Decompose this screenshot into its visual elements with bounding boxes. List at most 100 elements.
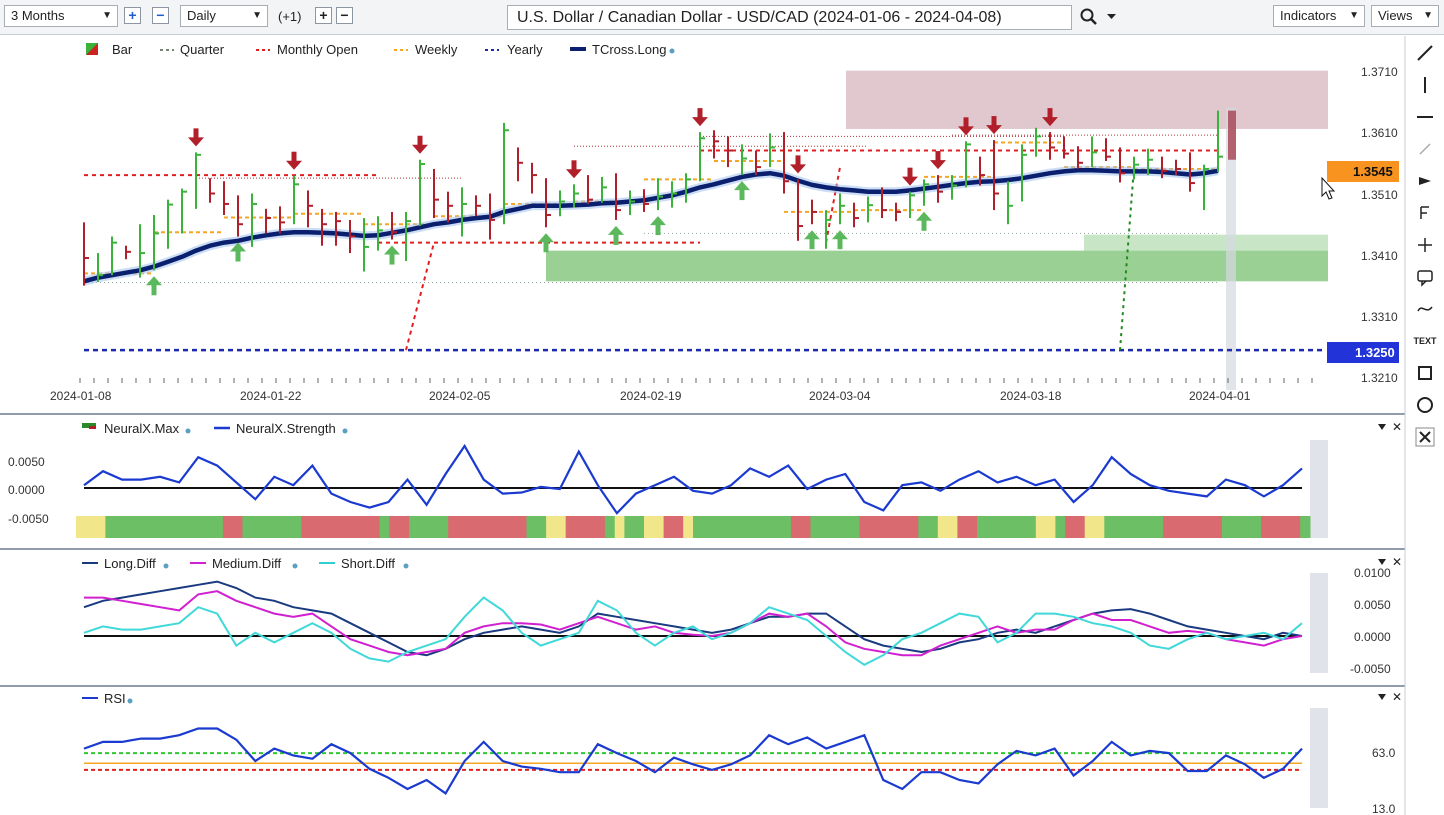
diff-y-axis: 0.0100 0.0050 0.0000 -0.0050: [1350, 566, 1391, 676]
sell-arrow-head: [692, 117, 708, 127]
buy-signal-arrow: [734, 181, 750, 201]
views-menu[interactable]: Views ▼: [1371, 5, 1439, 27]
rsi-y-axis: 63.0 13.0: [1372, 746, 1396, 815]
neuralx-signal-segment: [1163, 516, 1223, 538]
period-select[interactable]: 3 Months ▼: [4, 5, 118, 27]
indicators-menu[interactable]: Indicators ▼: [1273, 5, 1365, 27]
buy-signal-arrow: [804, 230, 820, 250]
horizontal-line-tool[interactable]: [1412, 104, 1438, 130]
y-tick: 1.3410: [1361, 249, 1398, 263]
sell-signal-arrow: [790, 155, 806, 174]
collapse-panel-icon[interactable]: [1378, 424, 1386, 430]
diff-bg: [76, 573, 1328, 673]
speech-bubble-icon: [1417, 270, 1433, 287]
ellipse-tool[interactable]: [1412, 392, 1438, 418]
views-label: Views: [1378, 8, 1413, 23]
bar-legend-swatch-red: [86, 43, 98, 55]
sell-arrow-shaft: [571, 160, 577, 171]
text-tool[interactable]: TEXT: [1412, 328, 1438, 354]
neuralx-forecast-band: [1310, 440, 1328, 538]
x-tick: 2024-02-05: [429, 389, 491, 403]
trend-line-tool[interactable]: [1412, 40, 1438, 66]
callout-tool[interactable]: [1412, 264, 1438, 290]
y-tick: 0.0050: [1354, 598, 1391, 612]
y-tick: 0.0000: [1354, 630, 1391, 644]
collapse-panel-icon[interactable]: [1378, 694, 1386, 700]
interval-select[interactable]: Daily ▼: [180, 5, 268, 27]
buy-arrow-shaft: [655, 224, 661, 236]
buy-signal-arrow: [384, 245, 400, 265]
sell-arrow-shaft: [417, 135, 423, 146]
monthly-open-connector: [405, 242, 435, 351]
buy-arrow-head: [804, 230, 820, 240]
date-x-axis: 2024-01-08 2024-01-22 2024-02-05 2024-02…: [50, 389, 1251, 403]
resistance-zone: [846, 70, 1328, 129]
y-tick: 1.3310: [1361, 310, 1398, 324]
add-offset-button[interactable]: +: [315, 7, 332, 24]
zoom-in-button[interactable]: +: [124, 7, 141, 24]
neuralx-max-swatch-red: [89, 426, 96, 429]
settings-dot-icon[interactable]: [342, 428, 348, 434]
close-panel-icon[interactable]: ✕: [1392, 690, 1402, 704]
fibonacci-tool[interactable]: [1412, 200, 1438, 226]
remove-offset-button[interactable]: −: [336, 7, 353, 24]
buy-arrow-shaft: [921, 219, 927, 231]
yearly-price-badge: [1327, 342, 1399, 363]
neuralx-signal-segment: [957, 516, 978, 538]
search-button[interactable]: [1079, 6, 1119, 28]
curve-icon: [1417, 306, 1433, 312]
delete-drawings-tool[interactable]: [1412, 424, 1438, 450]
neuralx-signal-segment: [859, 516, 919, 538]
buy-arrow-shaft: [809, 238, 815, 250]
rsi-legend: RSI: [82, 691, 133, 706]
legend-monthly-open: Monthly Open: [277, 42, 358, 57]
rectangle-tool[interactable]: [1412, 360, 1438, 386]
neuralx-signal-segment: [448, 516, 527, 538]
settings-dot-icon[interactable]: [292, 563, 298, 569]
price-y-axis: 1.3710 1.3610 1.3510 1.3410 1.3310 1.321…: [1361, 65, 1398, 385]
curve-tool[interactable]: [1412, 296, 1438, 322]
settings-dot-icon[interactable]: [669, 48, 675, 54]
price-layer: [79, 108, 1322, 383]
neuralx-signal-segment: [526, 516, 547, 538]
monthly-open-connector: [825, 166, 841, 243]
legend-rsi: RSI: [104, 691, 126, 706]
sell-arrow-head: [986, 125, 1002, 135]
close-panel-icon[interactable]: ✕: [1392, 420, 1402, 434]
chevron-down-icon: ▼: [102, 10, 112, 21]
chevron-down-icon: ▼: [252, 10, 262, 21]
crosshair-tool[interactable]: [1412, 232, 1438, 258]
collapse-panel-icon[interactable]: [1378, 559, 1386, 565]
sell-arrow-head: [188, 137, 204, 147]
y-tick: 1.3210: [1361, 371, 1398, 385]
buy-arrow-head: [832, 230, 848, 240]
ray-tool[interactable]: [1412, 136, 1438, 162]
settings-dot-icon[interactable]: [127, 698, 133, 704]
neuralx-signal-segment: [624, 516, 645, 538]
sell-arrow-head: [412, 144, 428, 154]
sell-arrow-head: [930, 160, 946, 170]
cursor-tool[interactable]: [1412, 168, 1438, 194]
y-tick: 13.0: [1372, 802, 1396, 815]
neuralx-signal-segment: [389, 516, 410, 538]
neuralx-signal-segment: [222, 516, 243, 538]
close-panel-icon[interactable]: ✕: [1392, 555, 1402, 569]
vertical-line-tool[interactable]: [1412, 72, 1438, 98]
chart-title: U.S. Dollar / Canadian Dollar - USD/CAD …: [517, 9, 1002, 26]
neuralx-signal-segment: [614, 516, 625, 538]
current-price-badge: [1327, 161, 1399, 182]
symbol-title[interactable]: U.S. Dollar / Canadian Dollar - USD/CAD …: [507, 5, 1072, 30]
neuralx-signal-segment: [977, 516, 1037, 538]
buy-signal-arrow: [230, 242, 246, 262]
neuralx-signal-segment: [1065, 516, 1086, 538]
rsi-forecast-band: [1310, 708, 1328, 808]
fibonacci-icon: [1420, 206, 1429, 219]
sell-arrow-head: [1042, 117, 1058, 127]
settings-dot-icon[interactable]: [163, 563, 169, 569]
settings-dot-icon[interactable]: [185, 428, 191, 434]
settings-dot-icon[interactable]: [403, 563, 409, 569]
zoom-out-button[interactable]: −: [152, 7, 169, 24]
buy-signal-arrow: [608, 225, 624, 245]
circle-icon: [1417, 397, 1433, 413]
